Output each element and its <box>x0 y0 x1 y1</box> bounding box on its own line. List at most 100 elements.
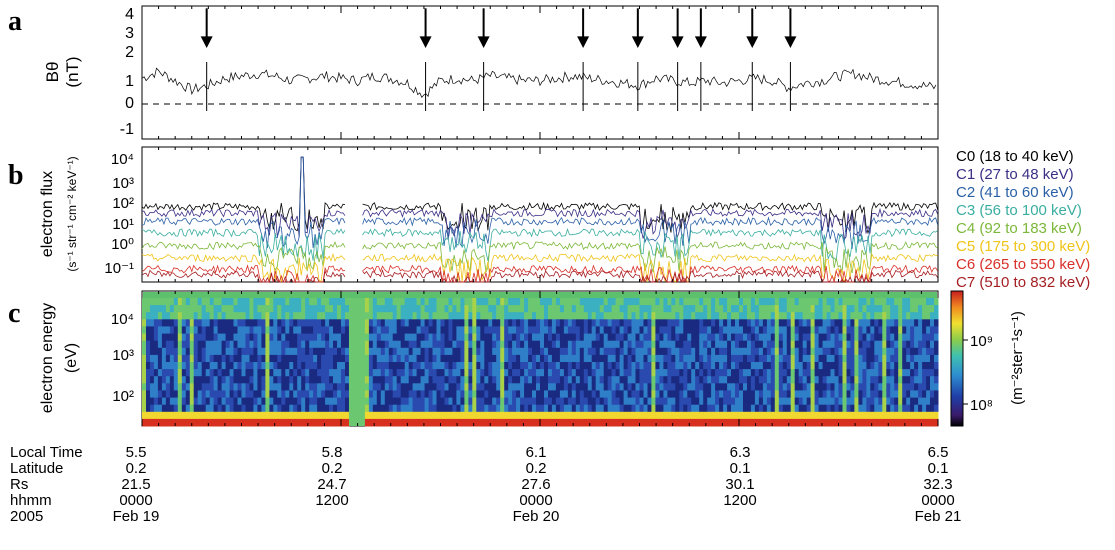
spectrogram-cell <box>384 326 390 334</box>
spectrogram-cell <box>651 397 656 406</box>
spectrogram-cell <box>372 376 378 384</box>
spectrogram-cell <box>512 397 517 406</box>
spectrogram-cell <box>540 411 545 420</box>
spectrogram-cell <box>659 404 664 413</box>
spectrogram-cell <box>910 340 915 349</box>
spectrogram-cell <box>635 418 640 427</box>
spectrogram-cell <box>878 298 883 306</box>
spectrogram-cell <box>739 362 744 370</box>
spectrogram-cell <box>293 347 298 356</box>
spectrogram-cell <box>412 404 418 413</box>
spectrogram-cell <box>249 305 254 313</box>
spectrogram-cell <box>185 369 191 377</box>
spectrogram-cell <box>703 340 708 349</box>
btheta-series <box>141 62 938 111</box>
spectrogram-cell <box>297 340 302 349</box>
spectrogram-cell <box>766 298 772 306</box>
spectrogram-cell <box>456 340 461 349</box>
spectrogram-cell <box>420 340 426 349</box>
spectrogram-cell <box>181 390 187 398</box>
spectrogram-cell <box>639 362 644 370</box>
spectrogram-cell <box>293 298 298 306</box>
spectrogram-cell <box>918 298 923 306</box>
spectrogram-cell <box>930 376 935 384</box>
spectrogram-cell <box>428 418 434 427</box>
spectrogram-cell <box>583 404 589 413</box>
spectrogram-cell <box>750 411 756 420</box>
spectrogram-cell <box>225 347 231 356</box>
spectrogram-cell <box>735 333 740 342</box>
spectrogram-cell <box>627 383 633 391</box>
spectrogram-cell <box>786 340 792 349</box>
spectrogram-cell <box>591 397 597 406</box>
spectrogram-cell <box>456 312 461 320</box>
spectrogram-cell <box>293 390 298 398</box>
spectrogram-cell <box>245 397 250 406</box>
spectrogram-cell <box>301 397 306 406</box>
spectrogram-cell <box>289 390 294 398</box>
spectrogram-cell <box>575 404 581 413</box>
spectrogram-cell <box>683 347 688 356</box>
spectrogram-cell <box>504 354 509 363</box>
spectrogram-cell <box>392 347 398 356</box>
spectrogram-cell <box>142 369 147 377</box>
spectrogram-cell <box>516 326 521 334</box>
spectrogram-cell <box>444 404 449 413</box>
spectrogram-cell <box>830 354 835 363</box>
spectrogram-cell <box>177 333 183 342</box>
spectrogram-cell <box>587 369 593 377</box>
spectrogram-cell <box>277 383 282 391</box>
spectrogram-cell <box>444 376 449 384</box>
spectrogram-cell <box>337 298 342 306</box>
legend-entry: C5 (175 to 300 keV) <box>956 238 1091 255</box>
spectrogram-cell <box>699 362 704 370</box>
spectrogram-cell <box>567 312 573 320</box>
spectrogram-cell <box>930 305 935 313</box>
spectrogram-cell <box>249 404 254 413</box>
spectrogram-cell <box>269 347 274 356</box>
spectrogram-cell <box>452 376 457 384</box>
spectrogram-cell <box>922 397 927 406</box>
spectrogram-cell <box>655 418 660 427</box>
spectrogram-cell <box>639 383 644 391</box>
time-row-value: 0.2 <box>125 460 147 477</box>
spectrogram-cell <box>420 347 426 356</box>
spectrogram-cell <box>468 340 473 349</box>
spectrogram-cell <box>404 319 410 327</box>
spectrogram-cell <box>520 298 525 306</box>
spectrogram-cell <box>305 376 310 384</box>
spectrogram-cell <box>221 411 227 420</box>
spectrogram-cell <box>703 362 708 370</box>
spectrogram-cell <box>189 326 195 334</box>
spectrogram-cell <box>766 319 772 327</box>
spectrogram-cell <box>213 383 219 391</box>
spectrogram-cell <box>245 354 250 363</box>
spectrogram-cell <box>277 326 282 334</box>
spectrogram-cell <box>448 390 453 398</box>
spectrogram-cell <box>364 376 370 384</box>
spectrogram-cell <box>253 305 258 313</box>
spectrogram-cell <box>862 397 867 406</box>
spectrogram-cell <box>301 383 306 391</box>
spectrogram-cell <box>436 333 441 342</box>
spectrogram-cell <box>866 347 871 356</box>
spectrogram-cell <box>619 397 625 406</box>
spectrogram-cell <box>890 298 895 306</box>
spectrogram-cell <box>368 397 374 406</box>
spectrogram-cell <box>735 305 740 313</box>
spectrogram-cell <box>488 347 493 356</box>
spectrogram-cell <box>261 347 266 356</box>
spectrogram-cell <box>452 305 457 313</box>
spectrogram-cell <box>404 411 410 420</box>
spectrogram-cell <box>639 354 644 363</box>
spectrogram-cell <box>528 340 533 349</box>
spectrogram-cell <box>806 418 812 427</box>
spectrogram-cell <box>504 390 509 398</box>
spectrogram-cell <box>695 411 700 420</box>
spectrogram-cell <box>440 404 445 413</box>
spectrogram-cell <box>257 298 262 306</box>
spectrogram-cell <box>854 369 859 377</box>
spectrogram-cell <box>870 362 875 370</box>
spectrogram-cell <box>934 347 939 356</box>
spectrogram-cell <box>221 305 227 313</box>
